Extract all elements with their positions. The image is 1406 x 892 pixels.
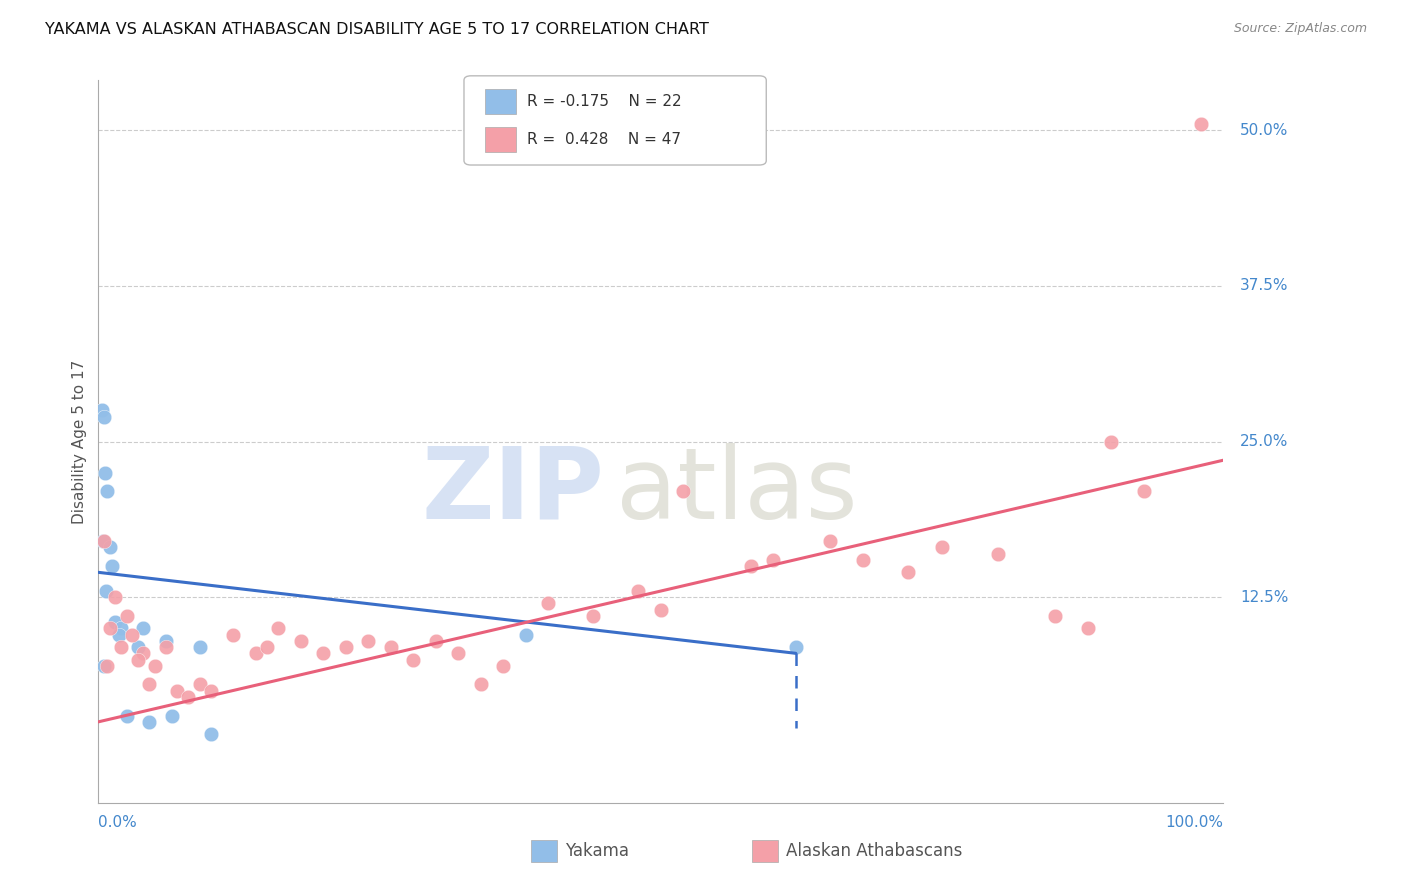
Point — [1189, 117, 1212, 131]
Point — [143, 658, 166, 673]
Y-axis label: Disability Age 5 to 17: Disability Age 5 to 17 — [72, 359, 87, 524]
Text: YAKAMA VS ALASKAN ATHABASCAN DISABILITY AGE 5 TO 17 CORRELATION CHART: YAKAMA VS ALASKAN ATHABASCAN DISABILITY … — [45, 22, 709, 37]
Text: atlas: atlas — [616, 442, 858, 540]
Point — [470, 677, 492, 691]
Point — [312, 646, 335, 660]
Point — [357, 633, 380, 648]
Point — [138, 677, 160, 691]
Text: R = -0.175    N = 22: R = -0.175 N = 22 — [527, 95, 682, 109]
Point — [132, 646, 155, 660]
Point — [110, 621, 132, 635]
Point — [115, 708, 138, 723]
Text: 25.0%: 25.0% — [1240, 434, 1288, 449]
Point — [96, 584, 118, 599]
Point — [93, 409, 115, 424]
Point — [762, 553, 785, 567]
Point — [94, 466, 117, 480]
Text: Alaskan Athabascans: Alaskan Athabascans — [786, 842, 962, 860]
Point — [104, 591, 127, 605]
Point — [1077, 621, 1099, 635]
Point — [200, 683, 222, 698]
Point — [96, 484, 118, 499]
Text: Source: ZipAtlas.com: Source: ZipAtlas.com — [1233, 22, 1367, 36]
Point — [91, 534, 114, 549]
Point — [222, 627, 245, 641]
Point — [290, 633, 312, 648]
Point — [1133, 484, 1156, 499]
Point — [98, 621, 121, 635]
Point — [110, 640, 132, 654]
Text: R =  0.428    N = 47: R = 0.428 N = 47 — [527, 132, 682, 146]
Point — [127, 652, 149, 666]
Point — [93, 534, 115, 549]
Text: 37.5%: 37.5% — [1240, 278, 1288, 293]
Text: 100.0%: 100.0% — [1166, 815, 1223, 830]
Point — [166, 683, 188, 698]
Point — [160, 708, 183, 723]
Point — [93, 658, 115, 673]
Point — [96, 658, 118, 673]
Point — [785, 640, 807, 654]
Point — [582, 609, 605, 624]
Point — [138, 714, 160, 729]
Point — [515, 627, 537, 641]
Text: 0.0%: 0.0% — [98, 815, 138, 830]
Point — [447, 646, 470, 660]
Point — [132, 621, 155, 635]
Point — [897, 566, 920, 580]
Point — [650, 603, 672, 617]
Point — [1043, 609, 1066, 624]
Point — [931, 541, 953, 555]
Point — [188, 640, 211, 654]
Point — [537, 597, 560, 611]
Point — [115, 609, 138, 624]
Point — [245, 646, 267, 660]
Point — [627, 584, 650, 599]
Point — [104, 615, 127, 630]
Point — [177, 690, 200, 704]
Point — [267, 621, 290, 635]
Point — [740, 559, 762, 574]
Text: Yakama: Yakama — [565, 842, 630, 860]
Text: 12.5%: 12.5% — [1240, 590, 1288, 605]
Point — [101, 559, 124, 574]
Point — [1099, 434, 1122, 449]
Point — [335, 640, 357, 654]
Point — [127, 640, 149, 654]
Point — [188, 677, 211, 691]
Point — [155, 640, 177, 654]
Point — [155, 633, 177, 648]
Point — [672, 484, 695, 499]
Point — [380, 640, 402, 654]
Point — [107, 627, 129, 641]
Point — [90, 403, 112, 417]
Point — [852, 553, 875, 567]
Text: 50.0%: 50.0% — [1240, 122, 1288, 137]
Point — [121, 627, 143, 641]
Text: ZIP: ZIP — [422, 442, 605, 540]
Point — [425, 633, 447, 648]
Point — [818, 534, 841, 549]
Point — [256, 640, 278, 654]
Point — [492, 658, 515, 673]
Point — [98, 541, 121, 555]
Point — [402, 652, 425, 666]
Point — [200, 727, 222, 741]
Point — [987, 547, 1010, 561]
